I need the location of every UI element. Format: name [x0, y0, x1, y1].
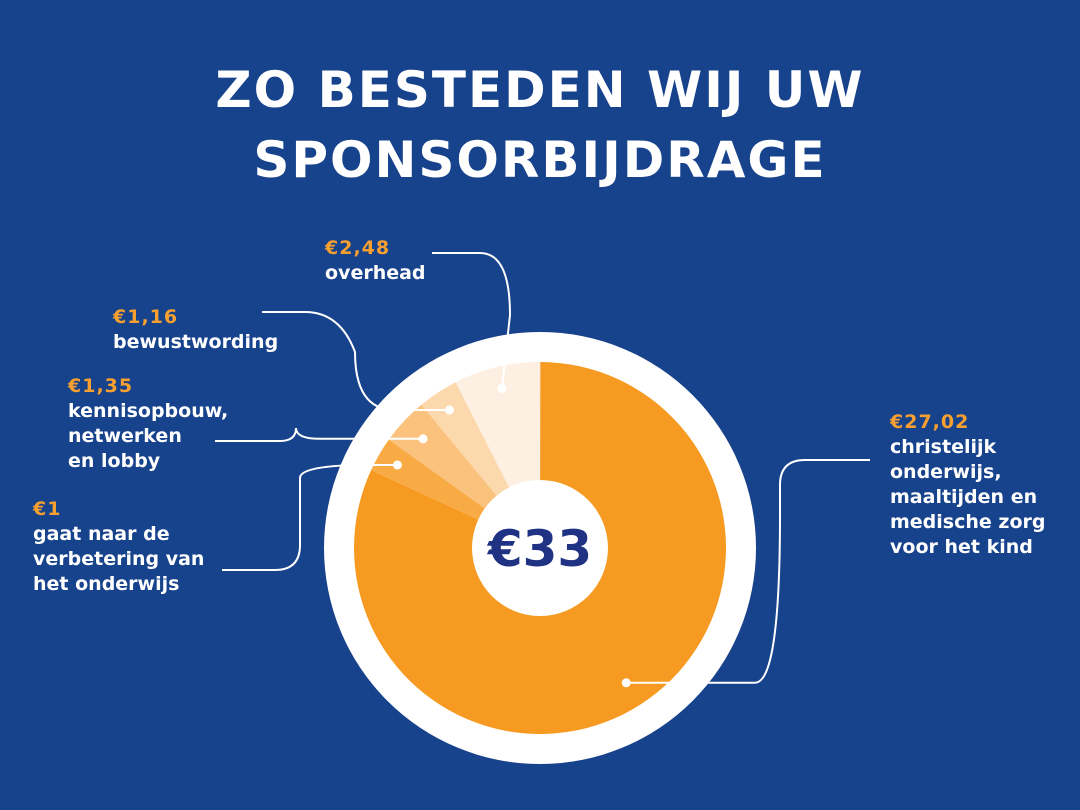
leader-dot — [418, 434, 428, 444]
slice-description: gaat naar de verbetering van het onderwi… — [33, 523, 205, 595]
slice-amount: €2,48 — [325, 237, 391, 259]
slice-label-overhead: €2,48 overhead — [325, 236, 426, 286]
leader-dot — [621, 678, 631, 688]
slice-description: bewustwording — [113, 331, 279, 353]
page-title-line-1: ZO BESTEDEN WIJ UW — [215, 61, 865, 119]
leader-dot — [444, 405, 454, 415]
chart-center-hole — [472, 480, 608, 616]
leader-line — [626, 459, 870, 684]
leader-dot — [497, 383, 507, 393]
slice-label-awareness: €1,16 bewustwording — [113, 305, 278, 355]
slice-label-education-improvement: €1 gaat naar de verbetering van het onde… — [33, 497, 204, 597]
slice-amount: €1 — [33, 498, 62, 520]
slice-amount: €27,02 — [890, 411, 970, 433]
leader-line — [262, 311, 450, 412]
slice-description: overhead — [325, 262, 426, 284]
slice-description: christelijk onderwijs, maaltijden en med… — [890, 436, 1046, 558]
leader-line — [432, 252, 512, 389]
leader-dot — [392, 460, 402, 470]
page-title-line-2: SPONSORBIJDRAGE — [253, 131, 827, 189]
leader-line — [222, 463, 398, 571]
slice-description: kennisopbouw, netwerken en lobby — [68, 400, 229, 472]
slice-amount: €1,16 — [113, 306, 179, 328]
chart-center-label: €33 — [487, 520, 592, 578]
slice-label-knowledge-network-lobby: €1,35 kennisopbouw, netwerken en lobby — [68, 374, 228, 474]
leader-line — [215, 427, 424, 442]
chart-leader-lines — [215, 252, 870, 688]
slice-amount: €1,35 — [68, 375, 134, 397]
slice-label-education-care: €27,02 christelijk onderwijs, maaltijden… — [890, 410, 1045, 560]
